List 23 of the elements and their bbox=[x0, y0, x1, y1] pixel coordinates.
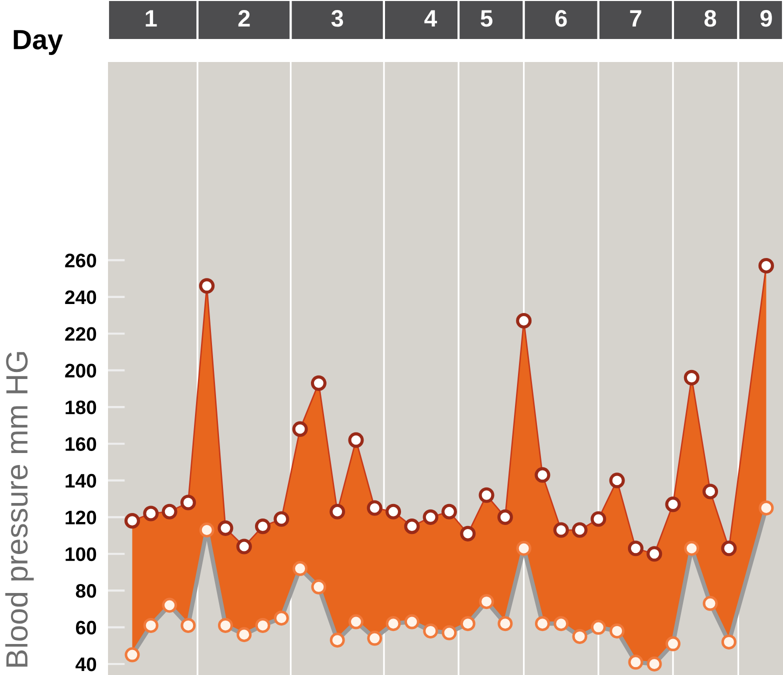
x-tick-label: 1 bbox=[146, 10, 157, 27]
x-tick-label: 7 bbox=[630, 10, 642, 27]
y-axis-title: Blood pressure mm HG bbox=[5, 352, 34, 667]
y-tick-label: 80 bbox=[76, 584, 96, 598]
y-tick-label: 180 bbox=[66, 400, 96, 414]
x-tick-label: 5 bbox=[480, 10, 492, 27]
y-tick-label: 100 bbox=[66, 547, 96, 562]
y-tick-label: 60 bbox=[76, 620, 96, 635]
x-tick-label: 9 bbox=[760, 10, 772, 27]
x-tick-label: 4 bbox=[424, 10, 438, 27]
y-tick-label: 260 bbox=[65, 254, 96, 268]
y-tick-label: 220 bbox=[65, 327, 96, 341]
y-tick-label: 160 bbox=[66, 437, 96, 451]
y-tick-label: 240 bbox=[65, 290, 96, 304]
x-tick-label: 6 bbox=[555, 10, 567, 27]
x-tick-label: 2 bbox=[238, 10, 250, 27]
y-tick-label: 140 bbox=[66, 474, 96, 488]
x-tick-label: 8 bbox=[704, 10, 716, 27]
y-tick-label: 200 bbox=[65, 364, 96, 378]
y-tick-label: 40 bbox=[76, 657, 96, 672]
x-tick-label: 3 bbox=[331, 10, 344, 27]
x-axis-title: Day bbox=[14, 30, 63, 55]
y-tick-label: 120 bbox=[66, 510, 96, 524]
